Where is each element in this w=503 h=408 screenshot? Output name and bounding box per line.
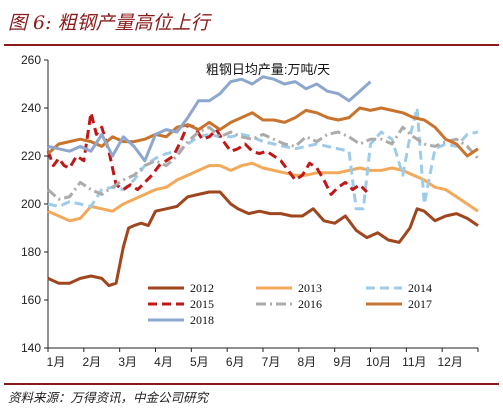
series-line-2015 [46, 111, 368, 196]
figure-title: 图 6: 粗钢产量高位上行 [8, 12, 210, 34]
chart-title: 粗钢日均产量:万吨/天 [206, 62, 330, 77]
legend-label-2016: 2016 [298, 297, 322, 311]
x-tick-label: 7月 [262, 355, 281, 369]
x-tick-label: 5月 [190, 355, 209, 369]
legend-label-2018: 2018 [190, 313, 214, 327]
x-tick-label: 2月 [82, 355, 101, 369]
legend-label-2014: 2014 [408, 281, 432, 295]
x-tick-label: 6月 [226, 355, 245, 369]
series-line-2014 [47, 106, 479, 211]
y-tick-label: 220 [21, 149, 41, 163]
series-line-2017 [47, 106, 479, 158]
chart-axes: 140 160 180 200 220 240 260 1月 2月 3月 4月 5月 6月 7月 8月 9月 1… [21, 53, 479, 369]
y-tick-label: 260 [21, 53, 41, 67]
y-tick-label: 180 [21, 245, 41, 259]
legend-label-2012: 2012 [190, 281, 214, 295]
series-line-2012 [47, 190, 479, 288]
y-tick-label: 160 [21, 293, 41, 307]
source-note: 资料来源：万得资讯，中金公司研究 [8, 390, 209, 405]
x-tick-label: 11月 [402, 355, 426, 369]
x-tick-label: 1月 [47, 355, 66, 369]
title-rule [4, 44, 499, 46]
x-tick-label: 12月 [437, 355, 462, 369]
legend-label-2017: 2017 [408, 297, 432, 311]
legend-label-2013: 2013 [298, 281, 322, 295]
y-tick-label: 200 [21, 197, 41, 211]
series-line-2016 [47, 125, 480, 201]
legend: 2012 2013 2014 2015 2016 2017 2018 [148, 281, 432, 327]
legend-label-2015: 2015 [190, 297, 214, 311]
series-line-2018 [47, 75, 372, 163]
line-chart: 140 160 180 200 220 240 260 1月 2月 3月 4月 5月 6月 7月 8月 9月 1… [21, 53, 480, 369]
x-tick-label: 9月 [333, 355, 352, 369]
x-tick-label: 10月 [366, 355, 391, 369]
y-tick-label: 240 [21, 101, 41, 115]
y-tick-label: 140 [21, 341, 41, 355]
x-tick-label: 4月 [154, 355, 173, 369]
x-tick-label: 3月 [118, 355, 137, 369]
plot-area [46, 75, 480, 288]
source-rule [4, 383, 499, 385]
series-line-2013 [47, 161, 479, 223]
x-tick-label: 8月 [297, 355, 316, 369]
